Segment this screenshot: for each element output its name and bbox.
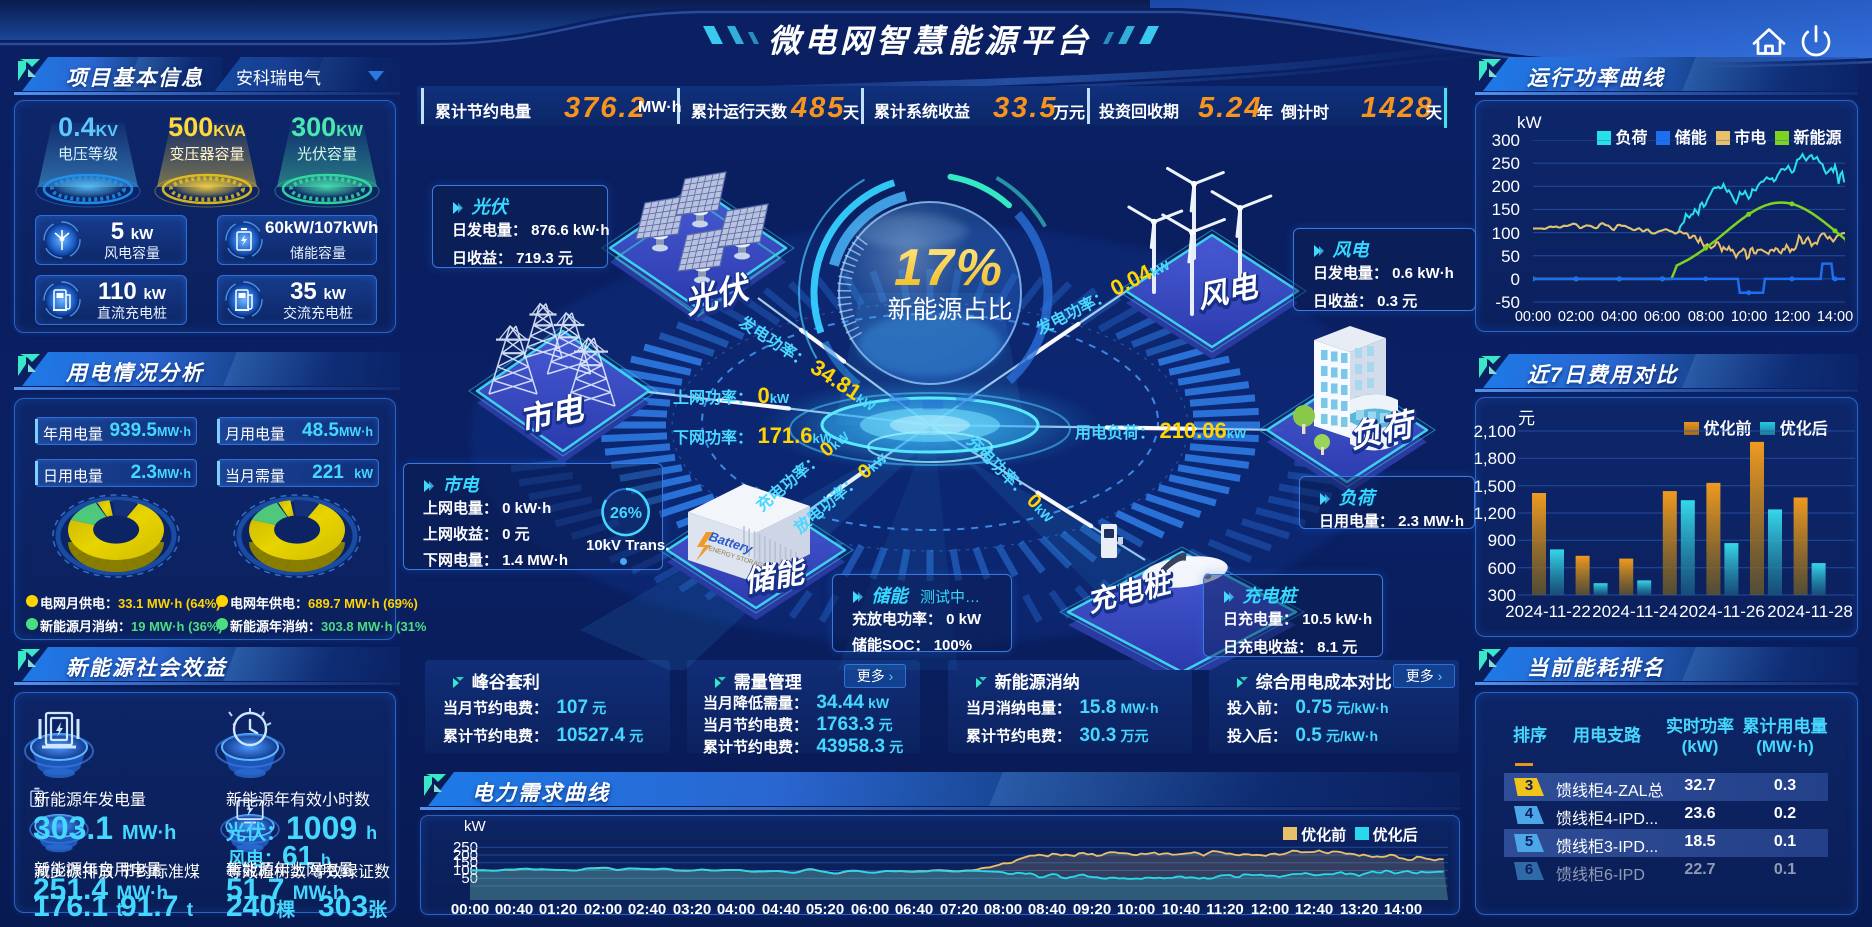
svg-text:17%: 17% <box>894 239 1004 297</box>
svg-text:微电网智慧能源平台: 微电网智慧能源平台 <box>768 23 1092 59</box>
svg-text:用电负荷： 210.06kW: 用电负荷： 210.06kW <box>1075 418 1247 443</box>
svg-text:26%: 26% <box>610 505 642 522</box>
svg-text:新能源占比: 新能源占比 <box>887 296 1012 324</box>
